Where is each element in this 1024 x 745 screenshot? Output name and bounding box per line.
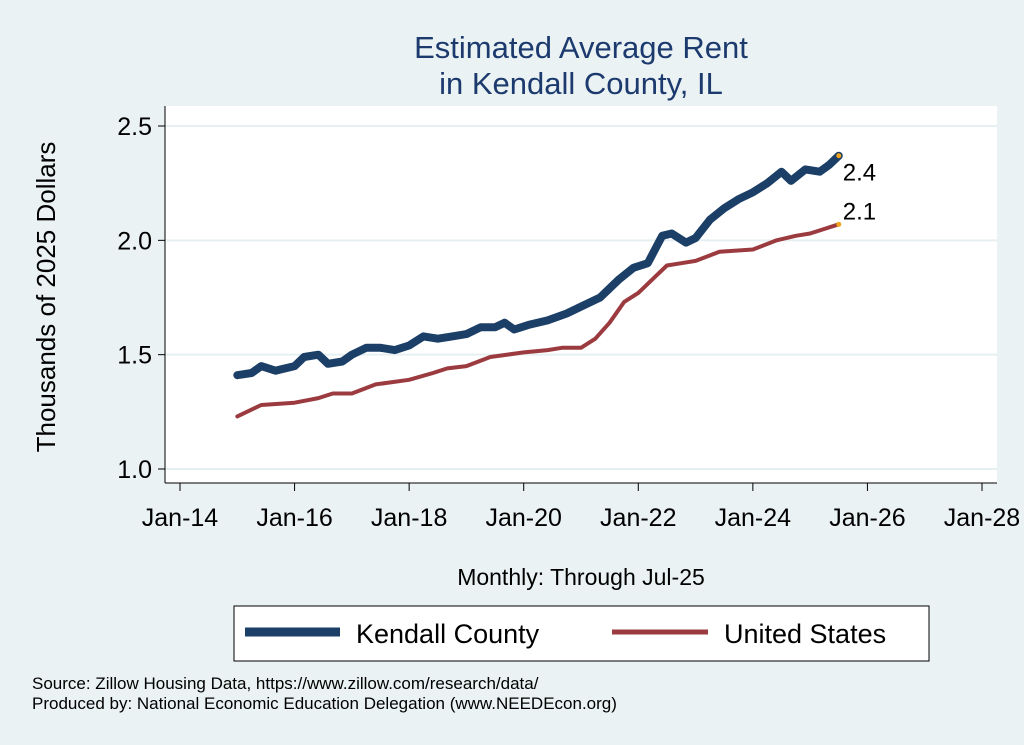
legend-box — [233, 605, 930, 662]
y-tick-label: 1.5 — [117, 342, 152, 370]
x-tick-label: Jan-14 — [142, 504, 219, 532]
y-tick-label: 1.0 — [117, 456, 152, 484]
x-tick-label: Jan-22 — [600, 504, 676, 532]
series-layer: 2.42.1 — [233, 151, 876, 419]
x-tick-label: Jan-26 — [829, 504, 905, 532]
x-axis-label: Monthly: Through Jul-25 — [457, 564, 705, 590]
y-axis-label: Thousands of 2025 Dollars — [31, 142, 61, 453]
x-tick-label: Jan-20 — [485, 504, 561, 532]
series-line-kendall-county — [233, 151, 843, 380]
chart-title-line-1: Estimated Average Rent — [414, 30, 748, 65]
end-point-kendall-county — [836, 153, 842, 159]
chart-title-line-2: in Kendall County, IL — [439, 66, 723, 101]
producer-note: Produced by: National Economic Education… — [32, 694, 617, 713]
x-tick-label: Jan-28 — [944, 504, 1020, 532]
plot-area — [165, 106, 997, 483]
end-label-united-states: 2.1 — [843, 198, 876, 225]
x-tick-label: Jan-24 — [715, 504, 792, 532]
source-note: Source: Zillow Housing Data, https://www… — [32, 674, 539, 693]
x-tick-label: Jan-16 — [256, 504, 332, 532]
y-tick-label: 2.5 — [117, 113, 152, 141]
axes-layer: 1.0 1.5 2.0 2.5 Jan-14 Jan-16 Jan-18 Jan-20 Jan-… — [117, 106, 1020, 532]
x-tick-label: Jan-18 — [371, 504, 447, 532]
legend-label-united-states: United States — [724, 619, 886, 649]
legend-label-kendall-county: Kendall County — [356, 619, 540, 649]
end-label-kendall-county: 2.4 — [843, 160, 876, 187]
end-point-united-states — [836, 221, 842, 227]
legend: Kendall County United States — [233, 605, 930, 662]
y-tick-label: 2.0 — [117, 227, 152, 255]
series-line-united-states — [235, 222, 841, 419]
